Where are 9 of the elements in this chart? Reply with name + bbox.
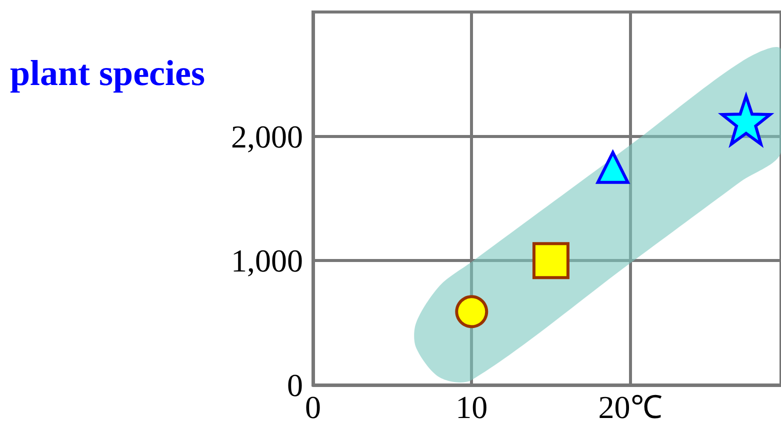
point bbox=[532, 242, 570, 280]
x-tick-label: 10 bbox=[456, 389, 488, 425]
point bbox=[596, 150, 630, 184]
y-axis-title: plant species bbox=[10, 52, 206, 94]
point bbox=[455, 295, 488, 328]
y-tick-label: 0 bbox=[287, 367, 303, 403]
x-tick-label: 20℃ bbox=[598, 389, 662, 425]
y-tick-label: 2,000 bbox=[231, 118, 303, 154]
y-tick-label: 1,000 bbox=[231, 242, 303, 279]
